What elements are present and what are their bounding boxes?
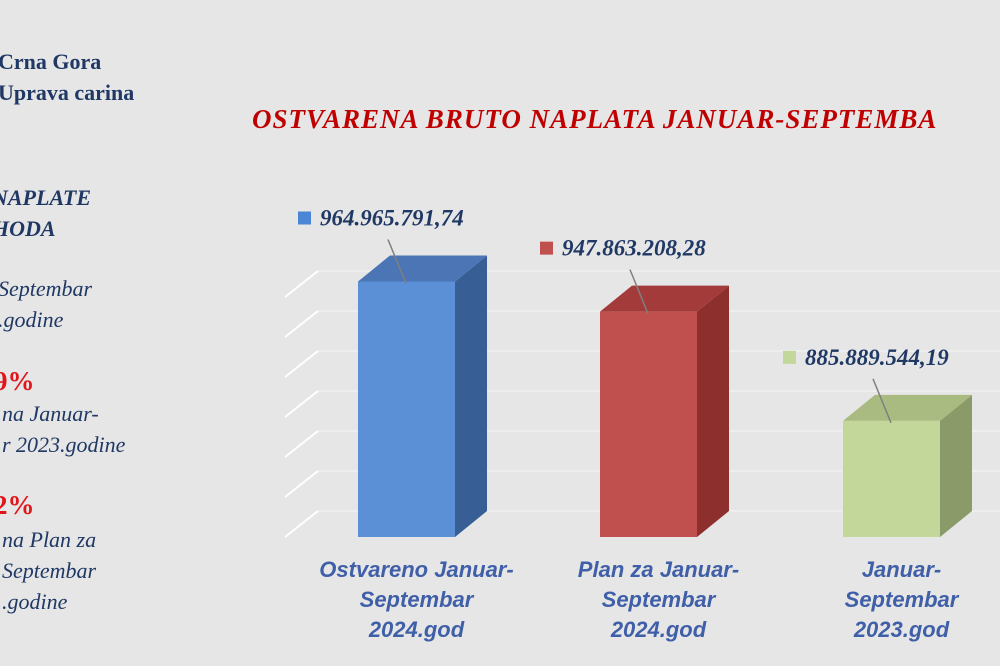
comparison-1-line-2: r 2023.godine <box>2 432 126 457</box>
period-line-2: .godine <box>0 307 64 332</box>
bar-top <box>843 394 972 421</box>
category-label: Plan za Januar- <box>578 557 739 582</box>
bar-side <box>455 255 487 537</box>
comparison-1: na Januar- r 2023.godine <box>2 398 125 460</box>
bar-top <box>600 285 729 312</box>
bar <box>600 311 697 537</box>
org-line-2: Uprava carina <box>0 80 135 105</box>
legend-marker <box>783 350 796 364</box>
org-line-1: Crna Gora <box>0 49 102 74</box>
comparison-1-line-1: na Januar- <box>2 401 99 426</box>
bar-top <box>358 255 487 282</box>
leader-line <box>387 239 407 284</box>
comparison-2-line-2: Septembar <box>2 558 97 583</box>
category-label: Ostvareno Januar- <box>319 557 513 582</box>
gridline-left <box>284 430 319 458</box>
bar <box>843 420 940 537</box>
period-line-1: Septembar <box>0 276 93 301</box>
gridline-left <box>284 270 319 298</box>
organization-name: Crna Gora Uprava carina <box>0 46 134 108</box>
leader-line <box>872 378 892 424</box>
percent-change-2: 2% <box>0 490 35 520</box>
comparison-2-line-1: na Plan za <box>2 527 97 552</box>
category-label: Septembar <box>602 587 717 612</box>
category-label: 2023.god <box>853 617 950 642</box>
gridline-left <box>284 510 319 538</box>
chart-title: OSTVARENA BRUTO NAPLATA JANUAR-SEPTEMBA <box>252 104 938 134</box>
data-label: 947.863.208,28 <box>562 236 706 261</box>
data-label: 964.965.791,74 <box>320 205 464 230</box>
leader-line <box>629 269 649 314</box>
bar-side <box>697 285 729 537</box>
data-label: 885.889.544,19 <box>805 345 949 370</box>
bar <box>358 281 455 537</box>
category-label: 2024.god <box>610 617 707 642</box>
side-heading: NAPLATE HODA <box>0 182 91 244</box>
gridline-left <box>284 390 319 418</box>
heading-line-2: HODA <box>0 216 56 241</box>
gridline-left <box>284 310 319 338</box>
legend-marker <box>298 211 311 225</box>
comparison-2-line-3: .godine <box>2 589 68 614</box>
percent-change-1: 9% <box>0 366 35 396</box>
category-label: Septembar <box>360 587 475 612</box>
category-label: Septembar <box>845 587 960 612</box>
gridline-left <box>284 470 319 498</box>
gridline-left <box>284 350 319 378</box>
period-text: Septembar .godine <box>0 273 92 335</box>
bar-side <box>940 394 972 537</box>
category-label: Januar- <box>862 557 941 582</box>
category-label: 2024.god <box>368 617 465 642</box>
comparison-2: na Plan za Septembar .godine <box>2 524 96 617</box>
legend-marker <box>540 241 553 255</box>
heading-line-1: NAPLATE <box>0 185 92 210</box>
